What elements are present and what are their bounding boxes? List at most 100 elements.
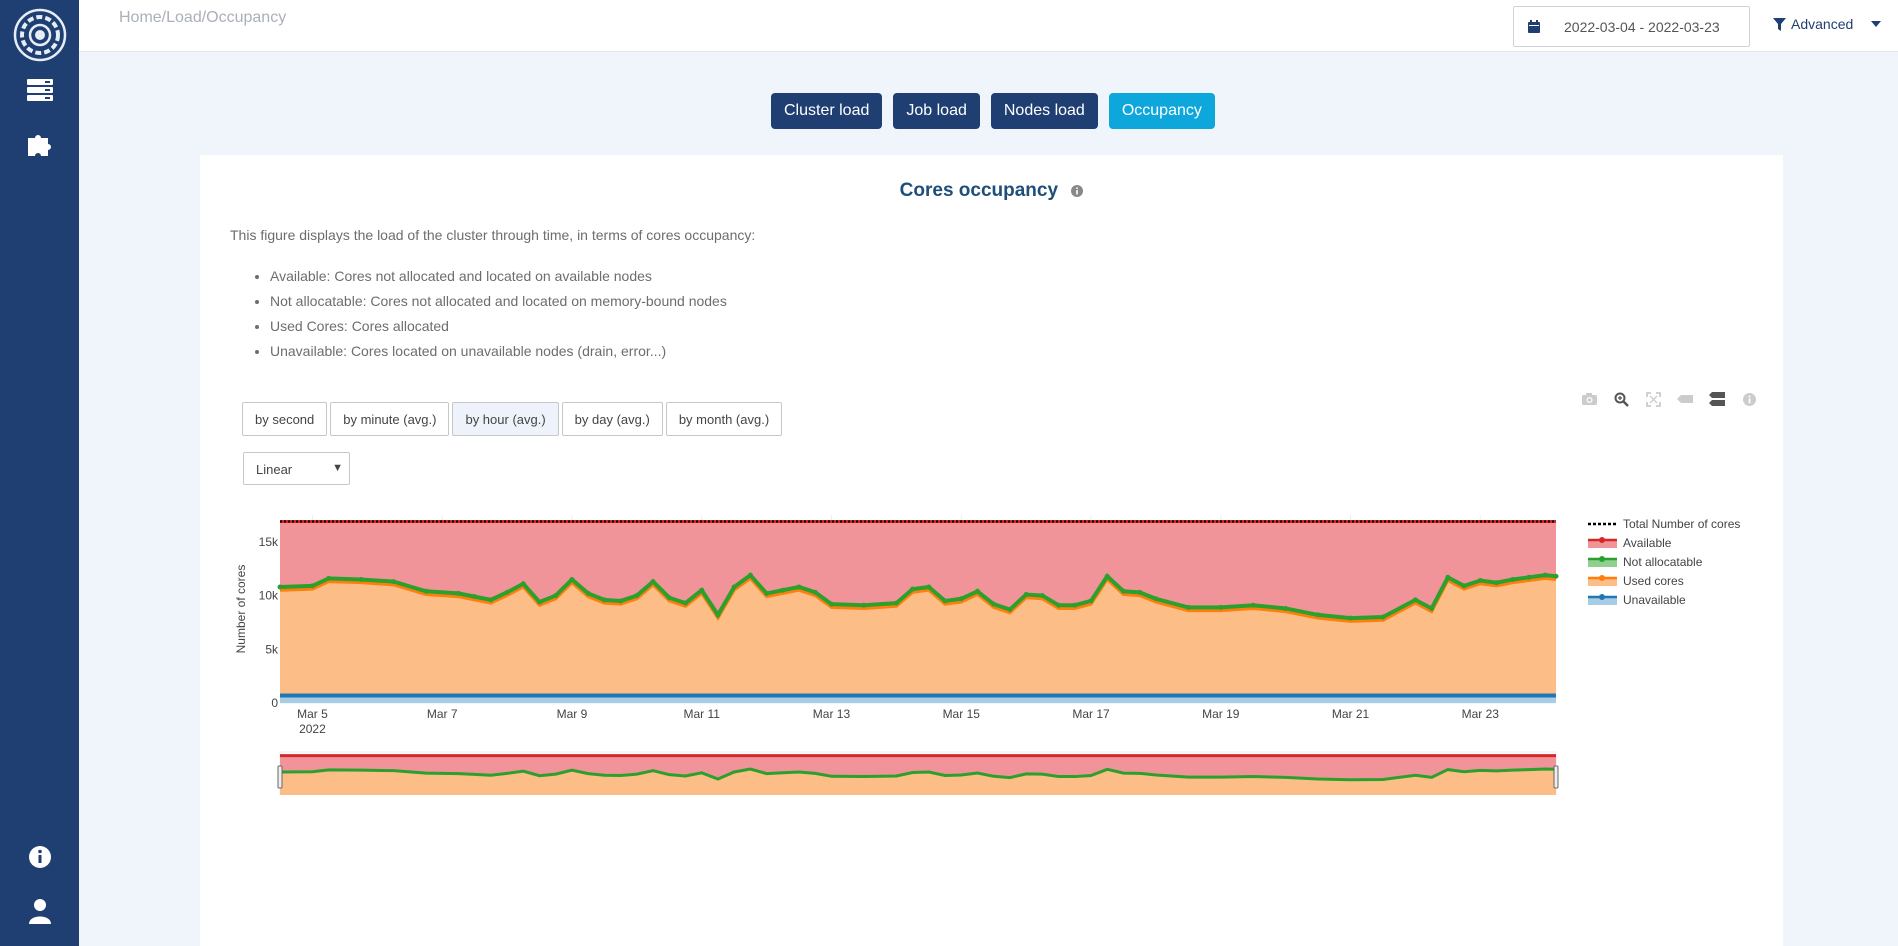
not-allocatable-point [731,584,737,590]
y-tick-label: 5k [265,642,279,656]
zoom-icon[interactable] [1612,390,1630,408]
x-tick-label: Mar 13 [813,707,851,721]
not-allocatable-point [942,598,948,604]
not-allocatable-point [1445,574,1451,580]
y-tick-label: 15k [259,535,279,549]
tab-occupancy[interactable]: Occupancy [1108,93,1215,129]
not-allocatable-point [666,595,672,601]
card-description: This figure displays the load of the clu… [230,227,756,243]
not-allocatable-point [326,575,332,581]
autoscale-icon[interactable] [1644,390,1662,408]
filter-icon [1773,17,1786,31]
not-allocatable-point [472,594,478,600]
range-slider-handle-right[interactable] [1553,765,1559,789]
not-allocatable-point [391,579,397,585]
not-allocatable-point [455,590,461,596]
topbar: Home/Load/Occupancy 2022-03-04 - 2022-03… [79,0,1898,52]
not-allocatable-point [1510,576,1516,582]
tab-nodes-load[interactable]: Nodes load [990,93,1098,129]
not-allocatable-point [1137,589,1143,595]
range-button-by-minute[interactable]: by minute (avg.) [330,402,450,436]
not-allocatable-point [1380,614,1386,620]
advanced-filter-toggle[interactable]: Advanced [1773,16,1882,32]
date-range-picker[interactable]: 2022-03-04 - 2022-03-23 [1513,6,1750,47]
x-tick-label: Mar 5 [297,707,328,721]
not-allocatable-point [1023,591,1029,597]
legend-swatch-marker [1599,556,1605,562]
y-axis-label: Number of cores [234,565,248,654]
list-item: Available: Cores not allocated and locat… [270,267,727,292]
not-allocatable-point [893,600,899,606]
not-allocatable-point [358,576,364,582]
not-allocatable-point [910,586,916,592]
legend-entry: Used cores [1623,574,1684,588]
not-allocatable-point [520,581,526,587]
y-tick-label: 10k [259,589,279,603]
tab-cluster-load[interactable]: Cluster load [771,93,883,129]
not-allocatable-point [780,587,786,593]
legend-entry: Available [1623,536,1672,550]
hover-compare-icon[interactable] [1708,390,1726,408]
legend-entry: Not allocatable [1623,555,1703,569]
not-allocatable-point [683,600,689,606]
not-allocatable-point [1056,602,1062,608]
not-allocatable-point [1315,612,1321,618]
card-title: Cores occupancy [899,180,1059,201]
range-button-by-second[interactable]: by second [242,402,328,436]
legend-entry: Unavailable [1623,593,1686,607]
not-allocatable-point [1039,593,1045,599]
range-button-by-hour[interactable]: by hour (avg.) [452,402,559,436]
x-tick-label: Mar 17 [1072,707,1110,721]
card-title-row: Cores occupancy [200,180,1783,202]
range-button-by-month[interactable]: by month (avg.) [665,402,783,436]
info-icon[interactable] [1071,184,1084,197]
scale-select[interactable]: Linear ▼ [243,452,350,485]
not-allocatable-point [1185,604,1191,610]
legend-swatch-marker [1599,594,1605,600]
advanced-label: Advanced [1791,16,1854,32]
not-allocatable-point [926,584,932,590]
not-allocatable-point [1072,602,1078,608]
not-allocatable-point [958,596,964,602]
legend-swatch [1588,577,1617,586]
not-allocatable-point [634,593,640,599]
load-tabs: Cluster load Job load Nodes load Occupan… [771,93,1215,129]
range-slider-handle-left[interactable] [277,765,283,789]
not-allocatable-point [423,588,429,594]
info-icon[interactable] [28,845,52,869]
caret-down-icon: ▼ [332,462,343,474]
x-tick-label: Mar 15 [943,707,981,721]
servers-icon[interactable] [26,79,53,101]
x-tick-label: Mar 19 [1202,707,1240,721]
occupancy-legend-list: Available: Cores not allocated and locat… [270,267,727,367]
not-allocatable-point [569,576,575,582]
info-icon[interactable] [1740,390,1758,408]
tab-job-load[interactable]: Job load [893,93,980,129]
legend-swatch [1588,596,1617,605]
hover-closest-icon[interactable] [1676,390,1694,408]
aggregation-buttons: by second by minute (avg.) by hour (avg.… [242,402,783,436]
not-allocatable-point [764,590,770,596]
not-allocatable-point [1250,602,1256,608]
list-item: Not allocatable: Cores not allocated and… [270,292,727,317]
range-button-by-day[interactable]: by day (avg.) [561,402,663,436]
not-allocatable-point [488,597,494,603]
not-allocatable-point [1120,588,1126,594]
not-allocatable-point [991,601,997,607]
legend-swatch [1588,558,1617,567]
not-allocatable-point [1542,572,1548,578]
puzzle-icon[interactable] [26,130,54,156]
scale-select-value: Linear [256,462,293,477]
not-allocatable-point [504,589,510,595]
chevron-down-icon [1871,21,1882,27]
camera-icon[interactable] [1580,390,1598,408]
breadcrumb[interactable]: Home/Load/Occupancy [119,9,287,26]
x-tick-label: Mar 23 [1462,707,1500,721]
legend-swatch [1588,539,1617,548]
app-logo-icon[interactable] [13,8,67,62]
user-icon[interactable] [28,898,51,924]
not-allocatable-point [796,584,802,590]
legend-swatch-marker [1599,575,1605,581]
not-allocatable-point [812,589,818,595]
